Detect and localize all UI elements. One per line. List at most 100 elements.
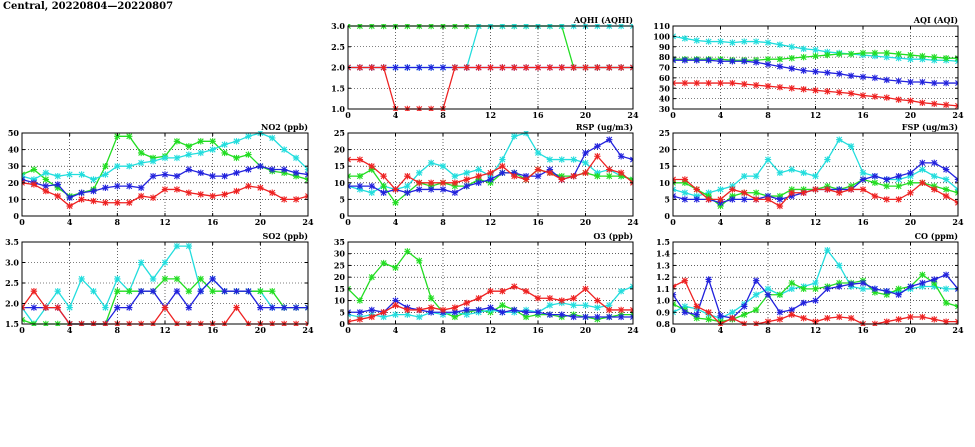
y-tick-label: 25 [659, 128, 670, 138]
data-point-blue [812, 297, 819, 304]
data-point-green [729, 192, 736, 200]
data-point-blue [522, 309, 530, 316]
data-point-blue [931, 276, 938, 283]
y-tick-label: 40 [659, 94, 671, 104]
data-point-cyan [126, 163, 133, 170]
data-point-red [546, 64, 554, 71]
y-tick-label: 5 [664, 194, 670, 204]
data-point-blue [729, 58, 736, 65]
data-point-red [475, 64, 482, 71]
data-point-green [54, 184, 61, 191]
data-point-green [126, 133, 133, 140]
data-point-cyan [931, 172, 938, 180]
data-point-red [788, 189, 795, 196]
data-point-blue [499, 309, 506, 316]
data-point-green [404, 248, 411, 255]
data-point-green [292, 172, 300, 180]
x-tick-label: 0 [670, 217, 676, 227]
data-point-red [681, 79, 689, 87]
chart-rsp: RSP (ug/m3) 0 5 10 15 20 25 0 4 8 12 16 20 24 [334, 122, 639, 227]
data-point-blue [404, 189, 411, 196]
data-point-green [221, 149, 228, 157]
data-point-red [824, 186, 831, 193]
data-point-cyan [606, 302, 613, 309]
x-tick-label: 20 [580, 217, 592, 227]
data-point-blue [392, 297, 399, 304]
data-point-cyan [582, 302, 589, 309]
y-tick-label: 20 [659, 145, 671, 155]
data-point-blue [617, 313, 625, 321]
data-point-green [102, 163, 109, 170]
data-point-blue [197, 288, 204, 295]
data-point-green [788, 54, 795, 62]
data-point-red [221, 191, 228, 198]
data-point-cyan [907, 56, 914, 63]
y-tick-label: 3.5 [5, 237, 19, 247]
data-point-blue [451, 309, 459, 316]
chart-title: AQHI (AQHI) [573, 15, 634, 25]
data-point-green [895, 50, 902, 58]
data-point-green [427, 182, 435, 190]
data-point-blue [764, 192, 772, 200]
y-tick-label: 15 [334, 284, 345, 294]
data-point-red [582, 64, 589, 71]
data-point-red [161, 304, 169, 311]
data-point-green [752, 189, 760, 196]
data-point-red [245, 182, 252, 190]
data-point-red [522, 64, 530, 71]
data-point-blue [582, 313, 589, 321]
data-point-green [931, 53, 938, 61]
x-tick-label: 12 [159, 325, 170, 335]
data-point-red [729, 186, 736, 193]
data-point-cyan [511, 133, 518, 140]
data-point-red [729, 314, 736, 322]
data-point-cyan [729, 39, 736, 46]
data-point-blue [245, 288, 252, 295]
data-point-blue [161, 171, 169, 178]
data-point-blue [741, 58, 748, 65]
x-tick-label: 16 [532, 325, 544, 335]
data-point-red [511, 64, 518, 71]
data-point-cyan [534, 149, 542, 157]
data-point-blue [883, 76, 890, 84]
data-point-blue [606, 313, 613, 321]
data-point-green [931, 279, 938, 287]
data-point-red [729, 79, 736, 87]
data-point-cyan [90, 176, 97, 183]
x-tick-label: 0 [345, 110, 351, 120]
x-tick-label: 20 [905, 110, 917, 120]
data-point-red [836, 313, 843, 321]
data-point-red [606, 166, 613, 173]
x-tick-label: 24 [627, 325, 639, 335]
data-point-red [942, 101, 950, 109]
data-point-red [356, 64, 364, 71]
y-tick-label: 3.0 [5, 258, 19, 268]
data-point-cyan [392, 311, 399, 318]
data-point-cyan [752, 291, 760, 298]
chart-fsp: FSP (ug/m3) 0 5 10 15 20 25 0 4 8 12 16 20 24 [659, 122, 964, 227]
data-point-red [102, 199, 109, 206]
data-point-cyan [919, 283, 926, 290]
data-point-green [197, 138, 204, 145]
data-point-cyan [859, 169, 867, 177]
data-point-cyan [681, 303, 689, 310]
data-point-blue [764, 61, 772, 68]
y-tick-label: 1.0 [656, 296, 670, 306]
data-point-green [705, 192, 712, 200]
data-point-red [451, 64, 459, 71]
data-point-blue [534, 309, 542, 316]
data-point-cyan [705, 38, 712, 45]
data-point-red [499, 64, 506, 71]
data-point-red [463, 299, 470, 307]
data-point-blue [594, 143, 601, 150]
data-point-red [764, 196, 772, 203]
data-point-blue [90, 187, 97, 195]
data-point-red [534, 166, 542, 173]
data-point-red [30, 181, 38, 188]
chart-title: CO (ppm) [915, 231, 959, 241]
data-point-blue [824, 285, 831, 293]
y-tick-label: 10 [334, 178, 346, 188]
data-point-blue [717, 312, 724, 319]
data-point-green [847, 50, 855, 58]
data-point-cyan [499, 156, 506, 163]
